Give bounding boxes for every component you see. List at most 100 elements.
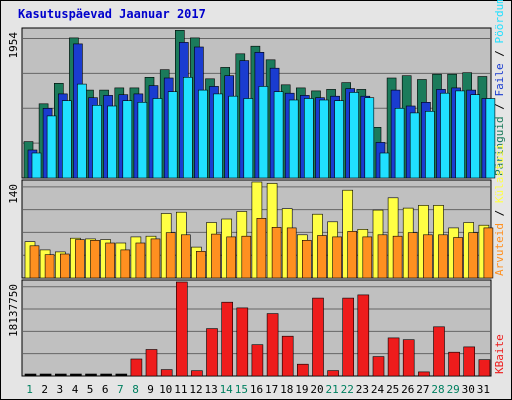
pages-bar — [319, 99, 329, 179]
kbytes-bar — [433, 326, 445, 377]
kbytes-bar — [327, 370, 339, 377]
pages-bar — [470, 94, 481, 179]
x-tick-label: 6 — [102, 383, 109, 396]
sites-bar — [301, 240, 312, 279]
kbytes-bar — [70, 373, 82, 377]
sites-bar — [226, 236, 236, 279]
x-tick-label: 24 — [371, 383, 385, 396]
sites-bar — [468, 232, 479, 279]
pages-bar — [455, 90, 465, 179]
pages-bar — [213, 93, 223, 179]
pages-bar — [92, 105, 102, 179]
kbytes-bar — [39, 373, 52, 377]
pages-bar — [425, 111, 435, 179]
sites-bar — [407, 232, 418, 279]
sites-bar — [317, 235, 327, 279]
sites-bar — [453, 237, 463, 279]
x-tick-label: 8 — [132, 383, 139, 396]
kbytes-bar — [357, 294, 370, 377]
pages-bar — [409, 112, 420, 179]
series-label: Päringuid / Faile / Pöördumisi — [493, 0, 506, 176]
series-label-part: KBaite — [493, 334, 506, 374]
sites-bar — [377, 234, 388, 279]
sites-bar — [256, 218, 267, 279]
pages-bar — [137, 102, 148, 179]
pages-bar — [349, 92, 360, 179]
x-tick-label: 12 — [189, 383, 202, 396]
sites-bar — [392, 235, 403, 279]
series-label: Arvuteid / Külastusi — [493, 144, 506, 276]
pages-bar — [394, 108, 405, 179]
sites-bar — [483, 227, 494, 279]
x-tick-label: 13 — [204, 383, 217, 396]
pages-bar — [183, 77, 193, 179]
series-label-part: Faile — [493, 63, 506, 96]
sites-bar — [211, 233, 221, 279]
x-tick-label: 3 — [56, 383, 63, 396]
series-label: KBaite — [493, 334, 506, 374]
kbytes-bar — [448, 351, 460, 377]
sites-bar — [241, 235, 252, 279]
x-tick-label: 9 — [147, 383, 154, 396]
x-tick-label: 18 — [280, 383, 293, 396]
sites-bar — [150, 238, 161, 279]
sites-bar — [286, 227, 297, 279]
pages-bar — [152, 98, 163, 179]
pages-bar — [228, 95, 238, 179]
series-label-part: Päringuid — [493, 116, 506, 176]
kbytes-bar — [387, 337, 400, 377]
x-tick-label: 10 — [159, 383, 172, 396]
kbytes-bar — [418, 371, 430, 377]
x-tick-label: 22 — [341, 383, 354, 396]
x-tick-label: 14 — [220, 383, 234, 396]
sites-bar — [44, 254, 55, 279]
x-tick-label: 16 — [250, 383, 263, 396]
chart-title: Kasutuspäevad Jaanuar 2017 — [18, 7, 206, 21]
series-label-part: / — [493, 44, 506, 64]
pages-bar — [77, 83, 87, 179]
pages-bar — [485, 98, 496, 179]
pages-bar — [273, 91, 284, 179]
kbytes-bar — [251, 344, 264, 377]
y-tick-label: 140 — [7, 184, 20, 204]
sites-bar — [271, 227, 282, 279]
series-label-part: / — [493, 97, 506, 117]
series-label-part: Külastusi — [493, 144, 506, 204]
x-tick-label: 1 — [26, 383, 33, 396]
x-tick-label: 25 — [386, 383, 399, 396]
pages-bar — [303, 98, 314, 179]
sites-bar — [347, 231, 358, 279]
x-tick-label: 30 — [462, 383, 475, 396]
pages-bar — [61, 100, 72, 179]
x-tick-label: 4 — [72, 383, 79, 396]
pages-bar — [243, 98, 254, 179]
pages-bar — [258, 86, 269, 179]
pages-bar — [107, 105, 117, 179]
sites-bar — [181, 234, 191, 279]
x-tick-label: 19 — [295, 383, 308, 396]
x-tick-label: 29 — [447, 383, 460, 396]
kbytes-bar — [281, 335, 294, 377]
pages-bar — [288, 99, 299, 179]
x-tick-label: 26 — [401, 383, 414, 396]
pages-bar — [440, 92, 450, 179]
pages-bar — [379, 152, 390, 179]
sites-bar — [59, 253, 70, 279]
pages-bar — [31, 152, 42, 179]
y-tick-label: 1954 — [7, 32, 20, 59]
series-label-part: / — [493, 203, 506, 223]
kbytes-bar — [478, 359, 491, 377]
kbytes-bar — [236, 307, 249, 377]
kbytes-bar — [176, 281, 188, 377]
x-tick-label: 7 — [117, 383, 124, 396]
sites-bar — [165, 232, 176, 279]
sites-bar — [438, 234, 448, 279]
x-tick-label: 21 — [325, 383, 338, 396]
x-tick-label: 31 — [477, 383, 490, 396]
sites-bar — [120, 249, 131, 279]
kbytes-bar — [160, 369, 173, 377]
pages-bar — [198, 89, 208, 179]
kbytes-bar — [85, 373, 97, 377]
x-tick-label: 23 — [356, 383, 369, 396]
